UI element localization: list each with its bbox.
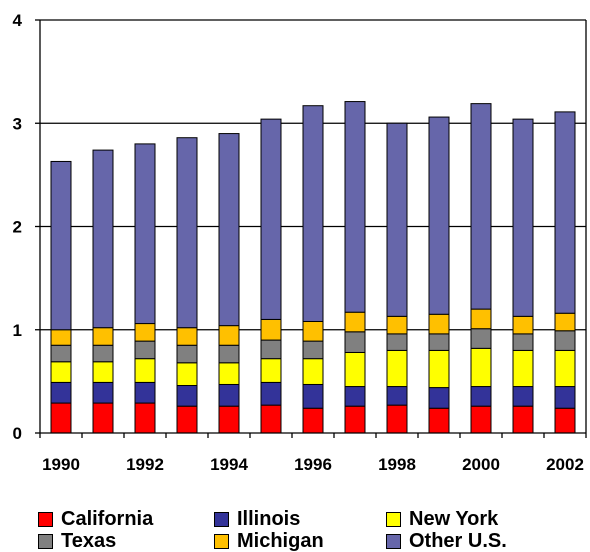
bar-california-1998 bbox=[386, 404, 408, 434]
bar-illinois-1995 bbox=[260, 381, 282, 406]
bar-illinois-1999 bbox=[428, 387, 450, 409]
bar-new-york-1990 bbox=[50, 361, 72, 383]
y-tick-label-0: 0 bbox=[13, 424, 22, 443]
bar-other-u-s-2000 bbox=[470, 103, 492, 310]
bar-california-1995 bbox=[260, 404, 282, 434]
bar-new-york-1994 bbox=[218, 362, 240, 385]
bar-texas-1991 bbox=[92, 344, 114, 363]
bar-other-u-s-1991 bbox=[92, 149, 114, 329]
bar-new-york-1998 bbox=[386, 349, 408, 388]
bar-michigan-1991 bbox=[92, 327, 114, 346]
bar-illinois-1992 bbox=[134, 381, 156, 404]
bar-michigan-1997 bbox=[344, 311, 366, 333]
bar-california-1996 bbox=[302, 407, 324, 434]
bar-california-2001 bbox=[512, 405, 534, 434]
bar-michigan-1999 bbox=[428, 313, 450, 335]
bar-new-york-1999 bbox=[428, 349, 450, 389]
bar-texas-1994 bbox=[218, 344, 240, 364]
bar-texas-1997 bbox=[344, 331, 366, 353]
y-tick-label-4: 4 bbox=[13, 11, 23, 30]
bars bbox=[50, 101, 576, 434]
bar-new-york-2002 bbox=[554, 349, 576, 388]
bar-other-u-s-1994 bbox=[218, 133, 240, 327]
bar-california-1994 bbox=[218, 405, 240, 434]
bar-new-york-2000 bbox=[470, 347, 492, 388]
x-tick-label-1998: 1998 bbox=[378, 455, 416, 474]
bar-illinois-1990 bbox=[50, 381, 72, 404]
bar-illinois-2002 bbox=[554, 386, 576, 409]
bar-michigan-2002 bbox=[554, 312, 576, 332]
bar-california-1997 bbox=[344, 405, 366, 434]
bar-other-u-s-1999 bbox=[428, 116, 450, 315]
bar-illinois-1991 bbox=[92, 381, 114, 404]
bar-other-u-s-1997 bbox=[344, 101, 366, 313]
bar-texas-1998 bbox=[386, 333, 408, 351]
x-tick-label-1994: 1994 bbox=[210, 455, 248, 474]
bar-illinois-1996 bbox=[302, 383, 324, 409]
bar-california-1991 bbox=[92, 402, 114, 434]
x-axis-ticks: 1990 1992 1994 1996 1998 2000 2002 bbox=[39, 433, 587, 474]
bar-texas-1993 bbox=[176, 344, 198, 364]
bar-texas-2002 bbox=[554, 330, 576, 351]
bar-texas-1996 bbox=[302, 340, 324, 360]
y-axis-ticks: 0 1 2 3 4 bbox=[13, 11, 40, 443]
bar-illinois-1993 bbox=[176, 385, 198, 407]
bar-illinois-1997 bbox=[344, 386, 366, 407]
bar-other-u-s-1996 bbox=[302, 105, 324, 322]
bar-other-u-s-1992 bbox=[134, 143, 156, 325]
bar-michigan-1996 bbox=[302, 320, 324, 342]
bar-texas-1990 bbox=[50, 344, 72, 363]
bar-new-york-1995 bbox=[260, 358, 282, 383]
bar-california-1993 bbox=[176, 405, 198, 434]
bar-illinois-2000 bbox=[470, 386, 492, 407]
bar-michigan-1998 bbox=[386, 315, 408, 335]
bar-texas-1995 bbox=[260, 339, 282, 360]
bar-other-u-s-2002 bbox=[554, 111, 576, 314]
x-tick-label-1990: 1990 bbox=[42, 455, 80, 474]
bar-illinois-1994 bbox=[218, 383, 240, 407]
bar-michigan-1993 bbox=[176, 327, 198, 346]
bar-illinois-1998 bbox=[386, 386, 408, 406]
bar-michigan-2000 bbox=[470, 308, 492, 330]
x-tick-label-2002: 2002 bbox=[546, 455, 584, 474]
bar-illinois-2001 bbox=[512, 386, 534, 407]
bar-california-1992 bbox=[134, 402, 156, 434]
bar-michigan-1992 bbox=[134, 323, 156, 342]
bar-michigan-2001 bbox=[512, 315, 534, 335]
y-tick-label-3: 3 bbox=[13, 114, 22, 133]
bar-michigan-1990 bbox=[50, 329, 72, 346]
bar-california-2002 bbox=[554, 407, 576, 434]
bar-other-u-s-1990 bbox=[50, 160, 72, 331]
x-tick-label-1996: 1996 bbox=[294, 455, 332, 474]
x-tick-label-2000: 2000 bbox=[462, 455, 500, 474]
bar-texas-2001 bbox=[512, 333, 534, 351]
bar-other-u-s-1993 bbox=[176, 137, 198, 329]
x-tick-label-1992: 1992 bbox=[126, 455, 164, 474]
bar-texas-2000 bbox=[470, 328, 492, 349]
bar-michigan-1994 bbox=[218, 325, 240, 346]
bar-new-york-1997 bbox=[344, 351, 366, 388]
bar-california-1990 bbox=[50, 402, 72, 434]
bar-new-york-1991 bbox=[92, 361, 114, 383]
bar-other-u-s-1995 bbox=[260, 118, 282, 320]
bar-other-u-s-2001 bbox=[512, 118, 534, 317]
bar-california-1999 bbox=[428, 407, 450, 434]
bar-michigan-1995 bbox=[260, 318, 282, 341]
bar-new-york-1993 bbox=[176, 362, 198, 387]
bar-texas-1999 bbox=[428, 333, 450, 351]
bar-other-u-s-1998 bbox=[386, 122, 408, 317]
bar-new-york-1992 bbox=[134, 358, 156, 383]
y-tick-label-1: 1 bbox=[13, 321, 22, 340]
bar-california-2000 bbox=[470, 405, 492, 434]
bar-new-york-2001 bbox=[512, 349, 534, 388]
y-tick-label-2: 2 bbox=[13, 218, 22, 237]
bar-texas-1992 bbox=[134, 340, 156, 360]
bar-new-york-1996 bbox=[302, 358, 324, 385]
